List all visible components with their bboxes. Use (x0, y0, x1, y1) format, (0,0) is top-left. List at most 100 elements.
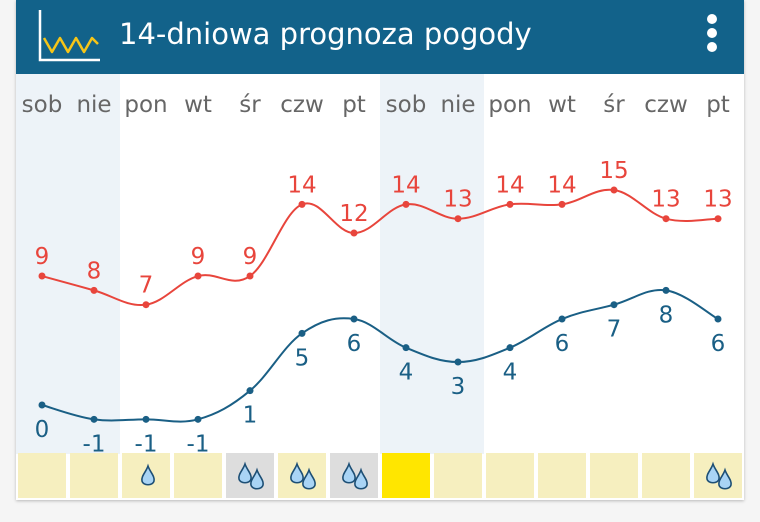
forecast-card: 14-dniowa prognoza pogody sob nie pon wt śr c… (16, 0, 744, 500)
min-temp-point (142, 415, 150, 423)
day-label: sob (385, 92, 427, 118)
max-temp-point (298, 200, 306, 208)
min-temp-point (714, 315, 722, 323)
max-temp-value-label: 14 (547, 172, 576, 198)
max-temp-value-label: 13 (651, 187, 680, 213)
min-temp-value-label: -1 (135, 431, 158, 453)
page-title: 14-dniowa prognoza pogody (119, 17, 532, 51)
precipitation-cell (70, 453, 118, 498)
min-temp-point (662, 286, 670, 294)
max-temp-value-label: 14 (391, 172, 420, 198)
max-temp-point (38, 272, 46, 280)
day-label: pt (342, 92, 366, 118)
min-temp-point (194, 415, 202, 423)
precipitation-cell (330, 453, 378, 498)
min-temp-value-label: 4 (399, 360, 414, 386)
min-temp-value-label: 3 (451, 374, 466, 400)
day-label: czw (280, 92, 324, 118)
precipitation-cell (590, 453, 638, 498)
min-temp-value-label: 6 (347, 331, 362, 357)
min-temp-value-label: 6 (555, 331, 570, 357)
min-temp-point (90, 415, 98, 423)
day-label: sob (21, 92, 63, 118)
day-label: nie (76, 92, 112, 118)
precipitation-cell (278, 453, 326, 498)
max-temp-value-label: 7 (139, 273, 154, 299)
max-temp-value-label: 13 (443, 187, 472, 213)
precipitation-cell (486, 453, 534, 498)
day-label: pt (706, 92, 730, 118)
weekend-band (380, 74, 484, 454)
max-temp-point (246, 272, 254, 280)
precipitation-cell (226, 453, 274, 498)
precipitation-cell (538, 453, 586, 498)
min-temp-value-label: 8 (659, 302, 674, 328)
min-temp-point (246, 387, 254, 395)
rain-drops-icon (342, 461, 368, 490)
day-label: śr (603, 92, 625, 118)
day-label: czw (644, 92, 688, 118)
max-temp-point (454, 215, 462, 223)
precipitation-cell (382, 453, 430, 498)
weekend-band (16, 74, 120, 454)
min-temp-point (402, 344, 410, 352)
max-temp-value-label: 12 (339, 201, 368, 227)
more-vertical-icon[interactable] (702, 14, 722, 54)
max-temp-value-label: 8 (87, 258, 102, 284)
max-temp-value-label: 9 (243, 244, 258, 270)
max-temp-value-label: 15 (599, 158, 628, 184)
min-temp-point (558, 315, 566, 323)
max-temp-point (714, 215, 722, 223)
precipitation-cell (174, 453, 222, 498)
max-temp-point (142, 301, 150, 309)
min-temp-value-label: 6 (711, 331, 726, 357)
precipitation-cell (122, 453, 170, 498)
max-temp-point (662, 215, 670, 223)
day-label: pon (488, 92, 532, 118)
precipitation-cell (18, 453, 66, 498)
day-label: wt (548, 92, 576, 118)
max-temp-line (41, 188, 719, 307)
min-temp-point (454, 358, 462, 366)
min-temp-point (298, 329, 306, 337)
app-toolbar: 14-dniowa prognoza pogody (16, 0, 744, 74)
day-label: śr (239, 92, 261, 118)
min-temp-value-label: 4 (503, 360, 518, 386)
min-temp-value-label: 0 (35, 417, 50, 443)
max-temp-point (194, 272, 202, 280)
precipitation-cell (694, 453, 742, 498)
max-temp-point (506, 200, 514, 208)
max-temp-point (558, 200, 566, 208)
min-temp-point (350, 315, 358, 323)
min-temp-point (38, 401, 46, 409)
rain-drops-icon (706, 461, 732, 490)
max-temp-point (350, 229, 358, 237)
rain-drops-icon (290, 461, 316, 490)
min-temp-point (610, 301, 618, 309)
max-temp-value-label: 14 (287, 172, 316, 198)
max-temp-point (610, 186, 618, 194)
day-label: nie (440, 92, 476, 118)
min-temp-value-label: 7 (607, 317, 622, 343)
min-temp-value-label: -1 (187, 431, 210, 453)
precipitation-cell (434, 453, 482, 498)
rain-drops-icon (238, 461, 264, 490)
max-temp-value-label: 14 (495, 172, 524, 198)
min-temp-line (41, 289, 719, 423)
max-temp-point (90, 286, 98, 294)
precipitation-strip (16, 453, 744, 498)
max-temp-point (402, 200, 410, 208)
day-label: wt (184, 92, 212, 118)
min-temp-point (506, 344, 514, 352)
max-temp-value-label: 13 (703, 187, 732, 213)
max-temp-value-label: 9 (35, 244, 50, 270)
min-temp-value-label: 1 (243, 403, 258, 429)
min-temp-value-label: 5 (295, 345, 310, 371)
day-label: pon (124, 92, 168, 118)
line-chart-icon (38, 10, 100, 62)
max-temp-value-label: 9 (191, 244, 206, 270)
precipitation-cell (642, 453, 690, 498)
min-temp-value-label: -1 (83, 431, 106, 453)
rain-drop-icon (141, 463, 155, 486)
